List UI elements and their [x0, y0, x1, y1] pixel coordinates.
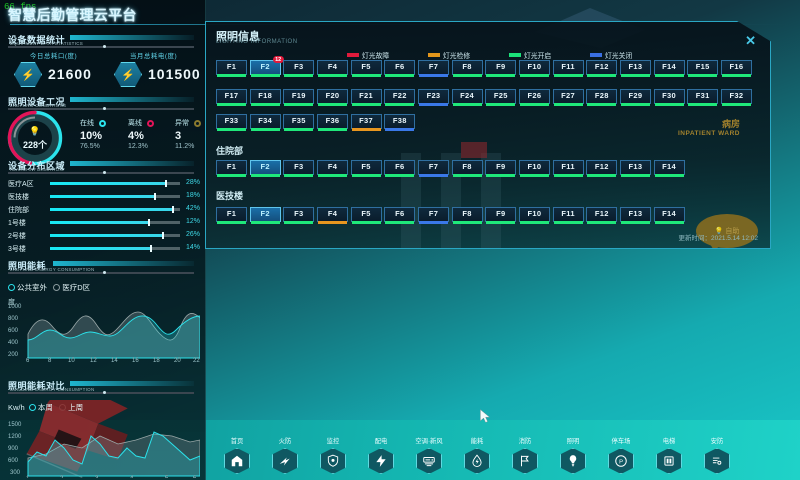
- svg-text:600: 600: [8, 458, 19, 464]
- svg-text:1500: 1500: [8, 422, 22, 428]
- svg-text:18: 18: [153, 358, 160, 362]
- svg-text:20: 20: [174, 358, 181, 362]
- svg-text:300: 300: [10, 470, 21, 476]
- svg-text:1200: 1200: [8, 434, 22, 440]
- svg-text:12: 12: [90, 358, 97, 362]
- svg-text:6: 6: [26, 358, 30, 362]
- svg-text:8: 8: [48, 358, 52, 362]
- svg-text:900: 900: [8, 446, 19, 452]
- svg-text:22: 22: [193, 358, 200, 362]
- svg-text:400: 400: [8, 340, 19, 346]
- svg-text:800: 800: [8, 316, 19, 322]
- svg-text:200: 200: [8, 352, 19, 358]
- svg-text:10: 10: [68, 358, 75, 362]
- svg-text:600: 600: [8, 328, 19, 334]
- svg-text:16: 16: [132, 358, 139, 362]
- svg-text:P: P: [619, 460, 623, 466]
- svg-text:14: 14: [111, 358, 118, 362]
